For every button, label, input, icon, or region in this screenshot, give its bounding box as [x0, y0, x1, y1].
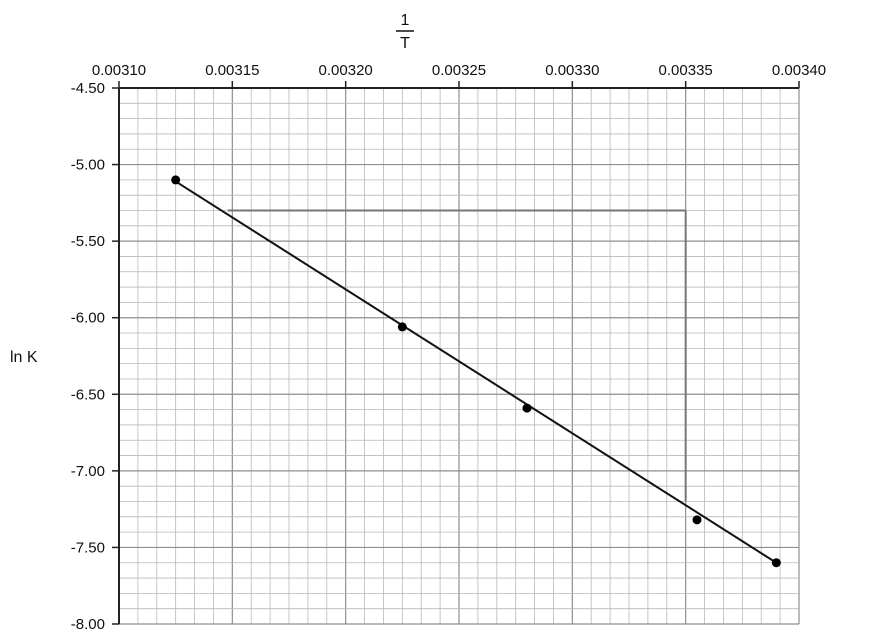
data-point	[397, 322, 407, 332]
y-axis-label: ln K	[10, 349, 38, 366]
grid	[118, 87, 800, 625]
x-tick-label: 0.00310	[92, 62, 146, 79]
y-tick-label: -5.00	[71, 157, 105, 174]
x-axis-label-denominator: T	[400, 35, 410, 52]
x-tick-label: 0.00320	[319, 62, 373, 79]
data-point	[522, 403, 532, 413]
x-tick-label: 0.00325	[432, 62, 486, 79]
y-tick-label: -6.50	[71, 386, 105, 403]
data-point	[692, 515, 702, 525]
x-tick-label: 0.00340	[772, 62, 826, 79]
y-tick-label: -4.50	[71, 80, 105, 97]
x-axis-label-numerator: 1	[401, 12, 410, 29]
x-tick-label: 0.00315	[205, 62, 259, 79]
y-tick-labels: -4.50 -5.00 -5.50 -6.00 -6.50 -7.00 -7.50 -8.00	[71, 80, 119, 633]
data-point	[171, 175, 181, 185]
y-tick-label: -8.00	[71, 616, 105, 633]
y-tick-label: -7.00	[71, 463, 105, 480]
y-tick-label: -5.50	[71, 233, 105, 250]
x-tick-label: 0.00330	[545, 62, 599, 79]
data-point	[771, 558, 781, 568]
x-tick-label: 0.00335	[659, 62, 713, 79]
data-points	[171, 175, 781, 568]
x-tick-labels: 0.00310 0.00315 0.00320 0.00325 0.00330 0.003…	[92, 62, 826, 88]
trend-line-group	[175, 180, 777, 564]
y-tick-label: -7.50	[71, 539, 105, 556]
trend-line	[175, 180, 777, 564]
slope-triangle	[227, 209, 687, 502]
y-tick-label: -6.00	[71, 310, 105, 327]
